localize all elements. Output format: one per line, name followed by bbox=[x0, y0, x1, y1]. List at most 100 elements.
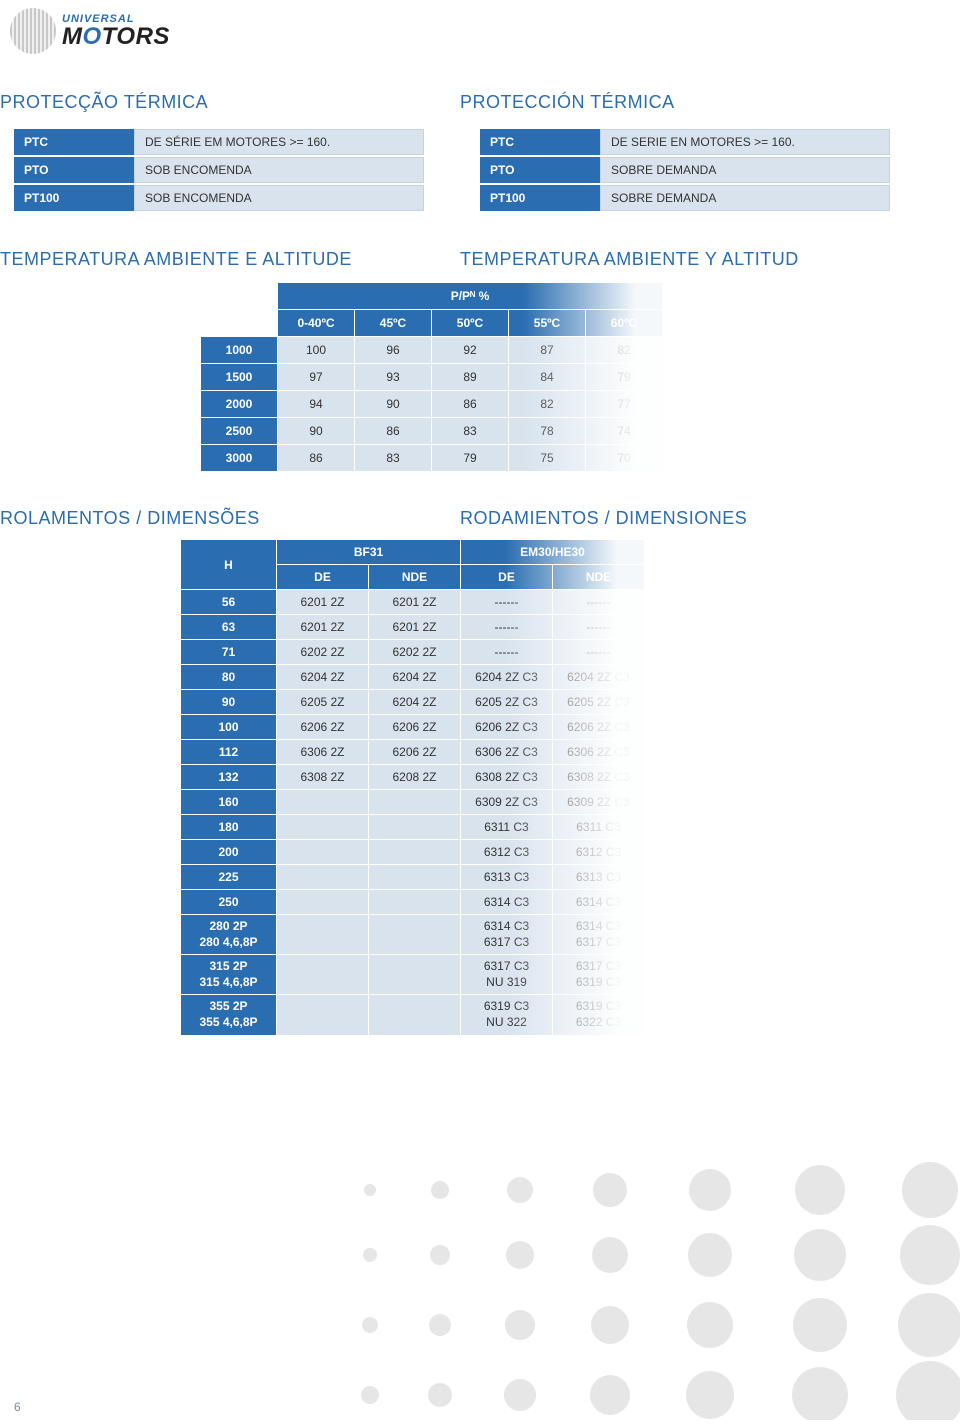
bear-row-header: 132 bbox=[181, 765, 277, 790]
temp-col-header: 45ºC bbox=[355, 310, 432, 337]
bearings-table: HBF31EM30/HE30DENDEDENDE566201 2Z6201 2Z… bbox=[180, 539, 645, 1036]
bear-cell bbox=[369, 955, 461, 995]
table-row: 806204 2Z6204 2Z6204 2Z C36204 2Z C3 bbox=[181, 665, 645, 690]
bear-cell: ------ bbox=[553, 590, 645, 615]
temp-col-header: 50ºC bbox=[432, 310, 509, 337]
bear-row-header: 71 bbox=[181, 640, 277, 665]
bear-cell bbox=[369, 890, 461, 915]
logo-m-o: O bbox=[83, 23, 102, 50]
temp-col-header: 60ºC bbox=[586, 310, 663, 337]
bear-row-header: 200 bbox=[181, 840, 277, 865]
bear-cell: 6313 C3 bbox=[461, 865, 553, 890]
bear-cell: ------ bbox=[553, 640, 645, 665]
bear-cell bbox=[369, 815, 461, 840]
bear-cell: 6314 C3 bbox=[461, 890, 553, 915]
bear-cell bbox=[369, 865, 461, 890]
temp-cell: 74 bbox=[586, 418, 663, 445]
logo-globe-icon bbox=[10, 8, 56, 54]
bear-h-header: H bbox=[181, 540, 277, 590]
temp-cell: 83 bbox=[355, 445, 432, 472]
temp-cell: 84 bbox=[509, 364, 586, 391]
temp-title: P/Pᴺ % bbox=[278, 283, 663, 310]
temp-cell: 83 bbox=[432, 418, 509, 445]
temp-cell: 93 bbox=[355, 364, 432, 391]
bear-cell: 6206 2Z C3 bbox=[553, 715, 645, 740]
cell-value: SOBRE DEMANDA bbox=[600, 185, 890, 211]
temp-cell: 82 bbox=[586, 337, 663, 364]
temp-cell: 90 bbox=[355, 391, 432, 418]
bear-sub-header: DE bbox=[277, 565, 369, 590]
bear-cell: 6312 C3 bbox=[461, 840, 553, 865]
bear-row-header: 63 bbox=[181, 615, 277, 640]
bear-cell: 6201 2Z bbox=[369, 615, 461, 640]
temperature-table: P/Pᴺ %0-40ºC45ºC50ºC55ºC60ºC100010096928… bbox=[200, 282, 663, 472]
temp-row-header: 3000 bbox=[201, 445, 278, 472]
bear-cell: 6319 C3NU 322 bbox=[461, 995, 553, 1035]
section-1-titles: PROTECÇÃO TÉRMICA PROTECCIÓN TÉRMICA bbox=[0, 68, 960, 113]
bear-sub-header: NDE bbox=[553, 565, 645, 590]
temp-row-header: 1500 bbox=[201, 364, 278, 391]
temp-cell: 82 bbox=[509, 391, 586, 418]
bear-row-header: 80 bbox=[181, 665, 277, 690]
table-row: PTCDE SERIE EN MOTORES >= 160. bbox=[480, 129, 890, 155]
temp-cell: 94 bbox=[278, 391, 355, 418]
bear-cell: 6206 2Z C3 bbox=[461, 715, 553, 740]
bear-cell bbox=[369, 915, 461, 955]
bear-group2: EM30/HE30 bbox=[461, 540, 645, 565]
cell-key: PT100 bbox=[14, 185, 134, 211]
bear-cell: 6204 2Z C3 bbox=[461, 665, 553, 690]
ptable-left: PTCDE SÉRIE EM MOTORES >= 160.PTOSOB ENC… bbox=[14, 127, 424, 213]
temp-cell: 70 bbox=[586, 445, 663, 472]
table-row: 30008683797570 bbox=[201, 445, 663, 472]
temp-cell: 90 bbox=[278, 418, 355, 445]
sec3-left: ROLAMENTOS / DIMENSÕES bbox=[0, 508, 260, 529]
cell-value: SOB ENCOMENDA bbox=[134, 157, 424, 183]
bear-cell: ------ bbox=[461, 640, 553, 665]
table-row: PT100SOBRE DEMANDA bbox=[480, 185, 890, 211]
bear-cell: 6309 2Z C3 bbox=[553, 790, 645, 815]
section-3-titles: ROLAMENTOS / DIMENSÕES RODAMIENTOS / DIM… bbox=[0, 472, 960, 529]
temp-cell: 79 bbox=[432, 445, 509, 472]
cell-value: SOB ENCOMENDA bbox=[134, 185, 424, 211]
bear-cell bbox=[277, 890, 369, 915]
table-row: PTOSOBRE DEMANDA bbox=[480, 157, 890, 183]
cell-value: SOBRE DEMANDA bbox=[600, 157, 890, 183]
bear-cell: 6208 2Z bbox=[369, 765, 461, 790]
table-row: 1326308 2Z6208 2Z6308 2Z C36308 2Z C3 bbox=[181, 765, 645, 790]
bear-cell bbox=[277, 865, 369, 890]
bear-row-header: 180 bbox=[181, 815, 277, 840]
sec1-right: PROTECCIÓN TÉRMICA bbox=[460, 92, 890, 113]
logo-line2: MOTORS bbox=[62, 25, 170, 49]
bear-row-header: 355 2P355 4,6,8P bbox=[181, 995, 277, 1035]
bear-row-header: 280 2P280 4,6,8P bbox=[181, 915, 277, 955]
bear-cell: 6204 2Z bbox=[369, 690, 461, 715]
temp-row-header: 2000 bbox=[201, 391, 278, 418]
table-row: 906205 2Z6204 2Z6205 2Z C36205 2Z C3 bbox=[181, 690, 645, 715]
logo-m-post: TORS bbox=[102, 23, 170, 50]
temp-cell: 100 bbox=[278, 337, 355, 364]
page-number: 6 bbox=[14, 1400, 21, 1414]
temp-cell: 89 bbox=[432, 364, 509, 391]
table-row: 1006206 2Z6206 2Z6206 2Z C36206 2Z C3 bbox=[181, 715, 645, 740]
temp-cell: 78 bbox=[509, 418, 586, 445]
bear-cell: 6204 2Z bbox=[369, 665, 461, 690]
bear-cell: 6317 C3NU 319 bbox=[461, 955, 553, 995]
table-row: 636201 2Z6201 2Z------------ bbox=[181, 615, 645, 640]
temp-cell: 87 bbox=[509, 337, 586, 364]
temp-cell: 79 bbox=[586, 364, 663, 391]
temp-row-header: 1000 bbox=[201, 337, 278, 364]
temp-cell: 97 bbox=[278, 364, 355, 391]
bear-cell bbox=[277, 790, 369, 815]
bear-row-header: 250 bbox=[181, 890, 277, 915]
bear-cell: 6306 2Z C3 bbox=[553, 740, 645, 765]
temperature-table-wrap: P/Pᴺ %0-40ºC45ºC50ºC55ºC60ºC100010096928… bbox=[0, 270, 960, 472]
sec2-left: TEMPERATURA AMBIENTE E ALTITUDE bbox=[0, 249, 352, 270]
section-2-titles: TEMPERATURA AMBIENTE E ALTITUDE TEMPERAT… bbox=[0, 213, 960, 270]
bear-cell: 6205 2Z C3 bbox=[553, 690, 645, 715]
table-row: 2256313 C36313 C3 bbox=[181, 865, 645, 890]
bear-cell: 6311 C3 bbox=[461, 815, 553, 840]
temp-row-header: 2500 bbox=[201, 418, 278, 445]
table-row: 280 2P280 4,6,8P6314 C36317 C36314 C3631… bbox=[181, 915, 645, 955]
bear-cell: 6206 2Z bbox=[369, 740, 461, 765]
temp-cell: 77 bbox=[586, 391, 663, 418]
